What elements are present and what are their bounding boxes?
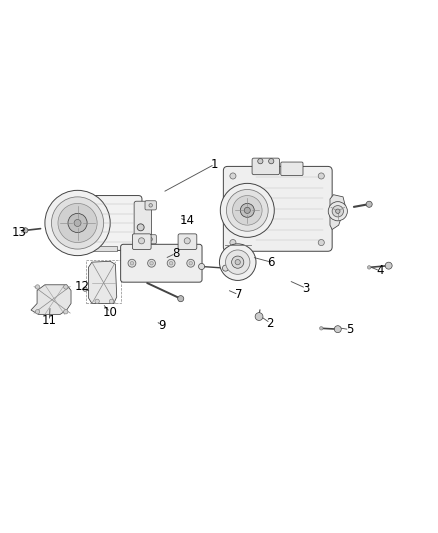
Circle shape — [268, 158, 274, 164]
FancyBboxPatch shape — [70, 196, 142, 251]
Circle shape — [95, 299, 99, 303]
FancyBboxPatch shape — [145, 201, 156, 210]
Circle shape — [334, 326, 341, 333]
Circle shape — [178, 296, 184, 302]
FancyBboxPatch shape — [145, 235, 156, 244]
Circle shape — [198, 263, 205, 270]
Text: 3: 3 — [302, 282, 310, 295]
Circle shape — [170, 262, 173, 265]
Circle shape — [385, 262, 392, 269]
Text: 4: 4 — [376, 264, 384, 277]
Circle shape — [51, 197, 104, 249]
FancyBboxPatch shape — [132, 234, 151, 249]
Circle shape — [367, 265, 371, 269]
Circle shape — [150, 262, 153, 265]
Text: 5: 5 — [346, 323, 353, 336]
Circle shape — [35, 310, 40, 314]
Circle shape — [318, 173, 324, 179]
Text: 1: 1 — [211, 158, 219, 171]
Text: 8: 8 — [172, 247, 179, 260]
Polygon shape — [88, 261, 117, 303]
Circle shape — [128, 260, 136, 267]
Polygon shape — [31, 285, 71, 314]
Circle shape — [138, 238, 145, 244]
Text: 10: 10 — [103, 306, 118, 319]
Circle shape — [226, 189, 268, 231]
FancyBboxPatch shape — [120, 244, 202, 282]
FancyBboxPatch shape — [223, 166, 332, 251]
Circle shape — [23, 228, 28, 233]
Circle shape — [255, 313, 263, 320]
Circle shape — [187, 260, 194, 267]
Circle shape — [137, 224, 144, 231]
Circle shape — [35, 285, 40, 289]
Circle shape — [189, 262, 192, 265]
Circle shape — [230, 239, 236, 246]
Circle shape — [226, 250, 250, 274]
Circle shape — [64, 310, 68, 314]
Circle shape — [149, 204, 152, 207]
Circle shape — [58, 204, 97, 243]
Circle shape — [219, 244, 256, 280]
Text: 6: 6 — [268, 256, 275, 269]
Circle shape — [68, 213, 87, 232]
Text: 14: 14 — [180, 214, 195, 227]
Text: 7: 7 — [235, 288, 242, 301]
Circle shape — [220, 183, 274, 237]
Circle shape — [45, 190, 110, 256]
Circle shape — [366, 201, 372, 207]
Circle shape — [230, 173, 236, 179]
Text: 13: 13 — [11, 226, 26, 239]
Circle shape — [240, 204, 254, 217]
Text: 9: 9 — [158, 319, 165, 332]
Circle shape — [184, 238, 190, 244]
Circle shape — [64, 285, 68, 289]
Circle shape — [223, 265, 229, 271]
FancyBboxPatch shape — [134, 201, 152, 245]
Circle shape — [336, 209, 340, 213]
Circle shape — [320, 327, 323, 330]
FancyBboxPatch shape — [178, 234, 197, 249]
Circle shape — [148, 260, 155, 267]
Bar — [91, 246, 117, 251]
Circle shape — [244, 207, 251, 213]
Circle shape — [235, 260, 240, 265]
Circle shape — [110, 299, 114, 303]
Text: 12: 12 — [74, 280, 89, 294]
Polygon shape — [330, 195, 345, 230]
Circle shape — [167, 260, 175, 267]
FancyBboxPatch shape — [281, 162, 303, 175]
Circle shape — [328, 201, 347, 221]
Text: 11: 11 — [42, 314, 57, 327]
FancyBboxPatch shape — [252, 158, 279, 175]
Circle shape — [74, 220, 81, 227]
Circle shape — [233, 196, 262, 225]
Circle shape — [258, 158, 263, 164]
Bar — [86, 260, 121, 303]
Circle shape — [149, 238, 152, 241]
Text: 2: 2 — [267, 317, 274, 329]
Circle shape — [232, 256, 244, 268]
Circle shape — [130, 262, 134, 265]
Circle shape — [318, 239, 324, 246]
Circle shape — [83, 287, 87, 292]
Circle shape — [332, 206, 343, 217]
